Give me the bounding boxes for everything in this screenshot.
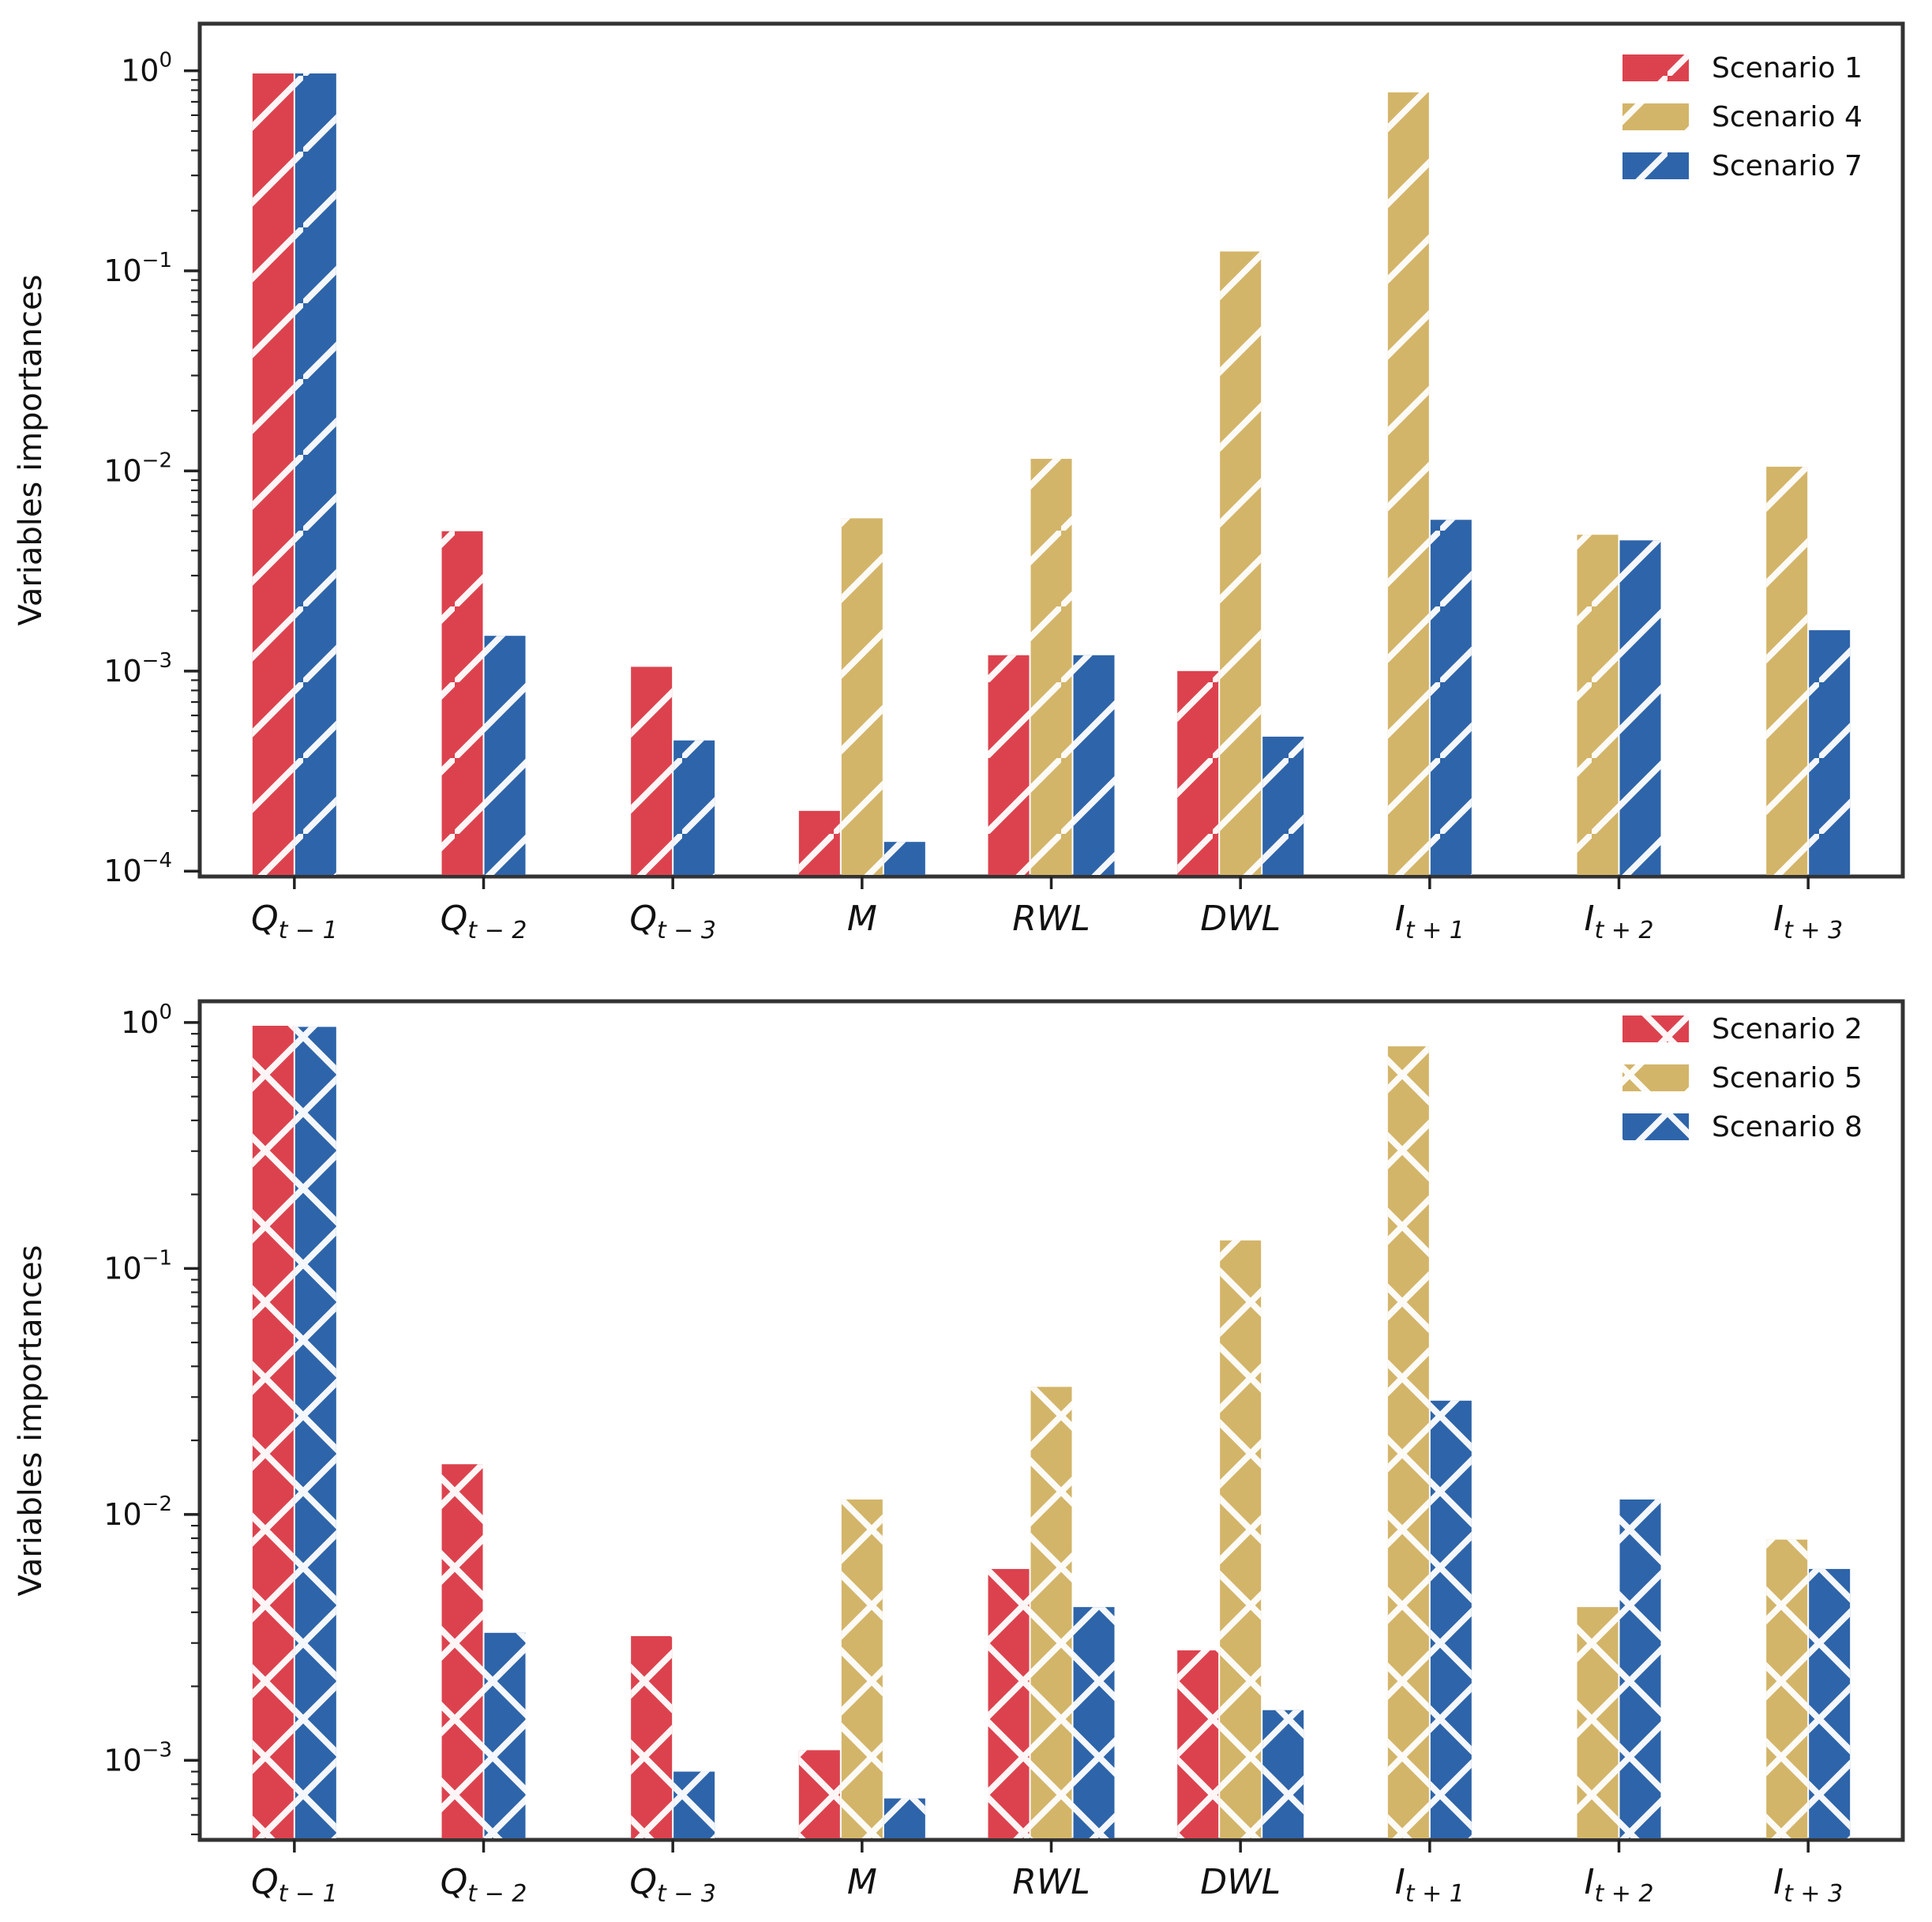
bar-scenario-5-7-hatch — [1577, 1607, 1619, 1838]
y-tick-label: 100 — [121, 1000, 172, 1040]
x-category-label: It + 1 — [1395, 1862, 1465, 1908]
bar-scenario-1-0-hatch — [252, 73, 294, 876]
bar-scenario-2-3-hatch — [798, 1750, 840, 1838]
legend-swatch-hatch-1 — [1623, 103, 1689, 130]
bar-scenario-4-6-hatch — [1387, 92, 1429, 876]
bar-scenario-8-3-hatch — [883, 1798, 925, 1838]
bar-scenario-8-7-hatch — [1619, 1499, 1661, 1838]
legend-swatch-hatch-0 — [1623, 1015, 1689, 1042]
y-tick-label: 10−3 — [103, 649, 172, 689]
variables-importances-chart-bottom: 100 10−1 10−2 10−3 Variables importances Qt −… — [0, 961, 1932, 1922]
y-axis-label: Variables importances — [13, 1245, 49, 1597]
x-category-label: DWL — [1200, 899, 1281, 939]
x-category-label: M — [847, 899, 877, 939]
bar-scenario-8-4-hatch — [1073, 1607, 1115, 1838]
legend-label-1: Scenario 4 — [1712, 101, 1863, 133]
y-tick-label: 10−2 — [103, 1492, 172, 1532]
y-tick-label: 10−1 — [103, 1246, 172, 1286]
bar-scenario-1-2-hatch — [631, 666, 673, 875]
x-category-label: It + 1 — [1395, 899, 1465, 944]
x-category-label: Qt − 3 — [629, 1862, 716, 1908]
y-tick-label: 10−4 — [103, 849, 172, 888]
chart-canvas: 100 10−1 10−2 10−3 Variables importances Qt −… — [13, 999, 1905, 1908]
bar-scenario-7-6-hatch — [1430, 520, 1472, 875]
variables-importances-chart-top: 100 10−1 10−2 10−3 10−4 Variables importances… — [13, 21, 1905, 944]
y-tick-label: 10−3 — [103, 1738, 172, 1777]
x-category-label: RWL — [1012, 1862, 1090, 1902]
x-category-label: Qt − 3 — [629, 899, 716, 944]
y-axis-label: Variables importances — [13, 275, 49, 626]
legend-swatch-hatch-2 — [1623, 1113, 1689, 1140]
bar-scenario-8-5-hatch — [1262, 1710, 1304, 1838]
bar-scenario-4-4-hatch — [1030, 459, 1072, 875]
bar-scenario-2-1-hatch — [441, 1464, 483, 1838]
bar-scenario-5-6-hatch — [1387, 1046, 1429, 1838]
x-category-label: Qt − 2 — [441, 899, 527, 944]
bar-scenario-7-3-hatch — [883, 842, 925, 875]
bar-scenario-2-4-hatch — [988, 1568, 1030, 1838]
bar-scenario-2-5-hatch — [1177, 1650, 1219, 1838]
bar-scenario-5-4-hatch — [1030, 1387, 1072, 1838]
bar-scenario-7-8-hatch — [1809, 630, 1851, 875]
chart-canvas: 100 10−1 10−2 10−3 10−4 Variables importances… — [13, 21, 1905, 944]
bar-scenario-1-1-hatch — [441, 531, 483, 875]
bar-scenario-5-3-hatch — [841, 1499, 883, 1838]
bar-scenario-7-0-hatch — [294, 73, 336, 876]
bar-scenario-8-2-hatch — [673, 1771, 715, 1838]
bar-scenario-7-7-hatch — [1619, 540, 1661, 875]
x-category-label: Qt − 1 — [251, 899, 338, 944]
bar-scenario-7-4-hatch — [1073, 655, 1115, 875]
bar-scenario-7-2-hatch — [673, 740, 715, 875]
legend-swatch-hatch-2 — [1623, 152, 1689, 179]
bar-scenario-8-1-hatch — [484, 1632, 526, 1838]
y-tick-label: 100 — [121, 49, 172, 88]
x-category-label: RWL — [1012, 899, 1090, 939]
y-tick-label: 10−2 — [103, 449, 172, 488]
bar-scenario-8-0-hatch — [294, 1027, 336, 1838]
x-category-label: It + 2 — [1584, 899, 1653, 944]
bar-scenario-4-7-hatch — [1577, 535, 1619, 875]
legend-label-0: Scenario 1 — [1712, 52, 1863, 84]
x-category-label: M — [847, 1862, 877, 1902]
x-category-label: Qt − 2 — [441, 1862, 527, 1908]
legend-swatch-hatch-0 — [1623, 54, 1689, 81]
x-category-label: It + 3 — [1773, 899, 1843, 944]
bar-scenario-8-6-hatch — [1430, 1400, 1472, 1838]
bar-scenario-4-5-hatch — [1220, 251, 1262, 876]
bar-scenario-1-3-hatch — [798, 810, 840, 875]
x-category-label: It + 2 — [1584, 1862, 1653, 1908]
legend-label-1: Scenario 5 — [1712, 1062, 1863, 1094]
bar-scenario-4-3-hatch — [841, 518, 883, 875]
legend-label-0: Scenario 2 — [1712, 1013, 1863, 1045]
legend-swatch-hatch-1 — [1623, 1064, 1689, 1091]
x-category-label: Qt − 1 — [251, 1862, 338, 1908]
bar-scenario-7-1-hatch — [484, 636, 526, 875]
legend-label-2: Scenario 7 — [1712, 150, 1863, 182]
bar-scenario-5-5-hatch — [1220, 1240, 1262, 1838]
y-tick-label: 10−1 — [103, 249, 172, 288]
x-category-label: It + 3 — [1773, 1862, 1843, 1908]
bar-scenario-1-5-hatch — [1177, 670, 1219, 875]
bar-scenario-1-4-hatch — [988, 655, 1030, 875]
bar-scenario-5-8-hatch — [1766, 1539, 1808, 1838]
bar-scenario-8-8-hatch — [1809, 1568, 1851, 1838]
bar-scenario-4-8-hatch — [1766, 467, 1808, 875]
legend-label-2: Scenario 8 — [1712, 1111, 1863, 1143]
bar-scenario-7-5-hatch — [1262, 736, 1304, 875]
x-category-label: DWL — [1200, 1862, 1281, 1902]
bar-scenario-2-2-hatch — [631, 1635, 673, 1838]
bar-scenario-2-0-hatch — [252, 1026, 294, 1838]
